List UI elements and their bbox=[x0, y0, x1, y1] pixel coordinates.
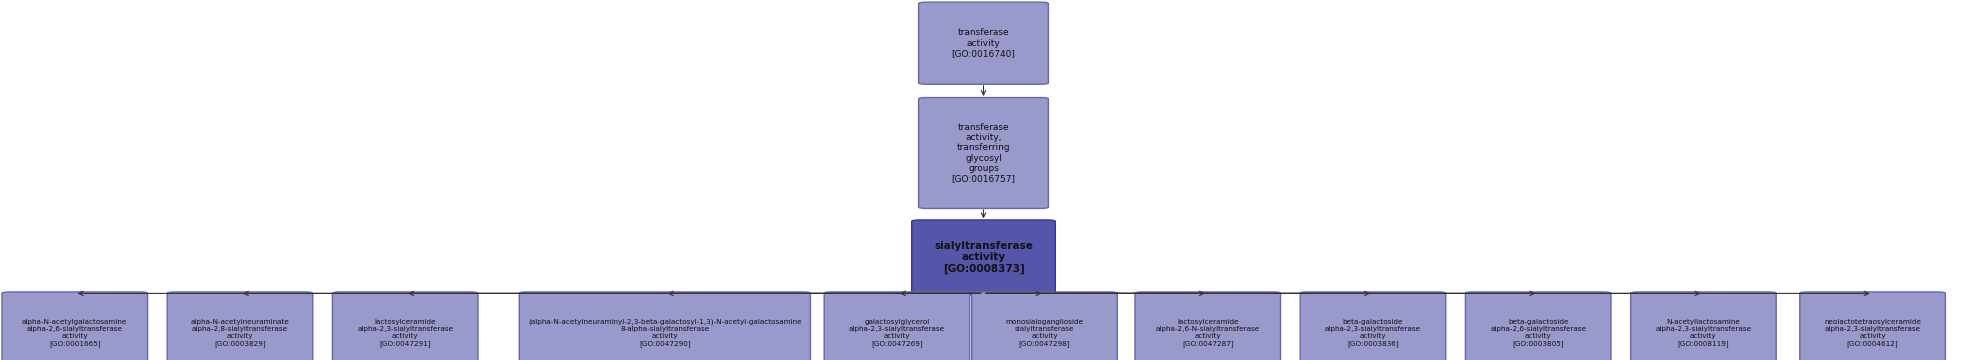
FancyBboxPatch shape bbox=[919, 2, 1048, 84]
FancyBboxPatch shape bbox=[1465, 292, 1611, 360]
Text: alpha-N-acetylgalactosamine
alpha-2,6-sialyltransferase
activity
[GO:0001665]: alpha-N-acetylgalactosamine alpha-2,6-si… bbox=[22, 319, 128, 347]
Text: monosialoganglioside
sialyltransferase
activity
[GO:0047298]: monosialoganglioside sialyltransferase a… bbox=[1005, 319, 1084, 347]
Text: N-acetyllactosamine
alpha-2,3-sialyltransferase
activity
[GO:0008119]: N-acetyllactosamine alpha-2,3-sialyltran… bbox=[1656, 319, 1751, 347]
Text: lactosylceramide
alpha-2,6-N-sialyltransferase
activity
[GO:0047287]: lactosylceramide alpha-2,6-N-sialyltrans… bbox=[1157, 319, 1259, 347]
FancyBboxPatch shape bbox=[167, 292, 313, 360]
Text: alpha-N-acetylneuraminate
alpha-2,8-sialyltransferase
activity
[GO:0003829]: alpha-N-acetylneuraminate alpha-2,8-sial… bbox=[191, 319, 289, 347]
Text: transferase
activity
[GO:0016740]: transferase activity [GO:0016740] bbox=[952, 28, 1015, 58]
FancyBboxPatch shape bbox=[1300, 292, 1446, 360]
Text: lactosylceramide
alpha-2,3-sialyltransferase
activity
[GO:0047291]: lactosylceramide alpha-2,3-sialyltransfe… bbox=[358, 319, 452, 347]
Text: transferase
activity,
transferring
glycosyl
groups
[GO:0016757]: transferase activity, transferring glyco… bbox=[952, 122, 1015, 184]
FancyBboxPatch shape bbox=[911, 220, 1054, 295]
FancyBboxPatch shape bbox=[1631, 292, 1776, 360]
FancyBboxPatch shape bbox=[519, 292, 810, 360]
FancyBboxPatch shape bbox=[1135, 292, 1281, 360]
FancyBboxPatch shape bbox=[332, 292, 478, 360]
FancyBboxPatch shape bbox=[919, 98, 1048, 208]
Text: neolactotetraosylceramide
alpha-2,3-sialyltransferase
activity
[GO:0004612]: neolactotetraosylceramide alpha-2,3-sial… bbox=[1823, 319, 1922, 347]
FancyBboxPatch shape bbox=[824, 292, 970, 360]
Text: beta-galactoside
alpha-2,6-sialyltransferase
activity
[GO:0003805]: beta-galactoside alpha-2,6-sialyltransfe… bbox=[1491, 319, 1585, 347]
Text: beta-galactoside
alpha-2,3-sialyltransferase
activity
[GO:0003836]: beta-galactoside alpha-2,3-sialyltransfe… bbox=[1326, 319, 1420, 347]
FancyBboxPatch shape bbox=[972, 292, 1117, 360]
Text: sialyltransferase
activity
[GO:0008373]: sialyltransferase activity [GO:0008373] bbox=[934, 241, 1033, 274]
Text: galactosylglycerol
alpha-2,3-sialyltransferase
activity
[GO:0047269]: galactosylglycerol alpha-2,3-sialyltrans… bbox=[850, 319, 944, 347]
FancyBboxPatch shape bbox=[2, 292, 148, 360]
FancyBboxPatch shape bbox=[1800, 292, 1945, 360]
Text: (alpha-N-acetylneuraminyl-2,3-beta-galactosyl-1,3)-N-acetyl-galactosamine
8-alph: (alpha-N-acetylneuraminyl-2,3-beta-galac… bbox=[527, 319, 803, 347]
